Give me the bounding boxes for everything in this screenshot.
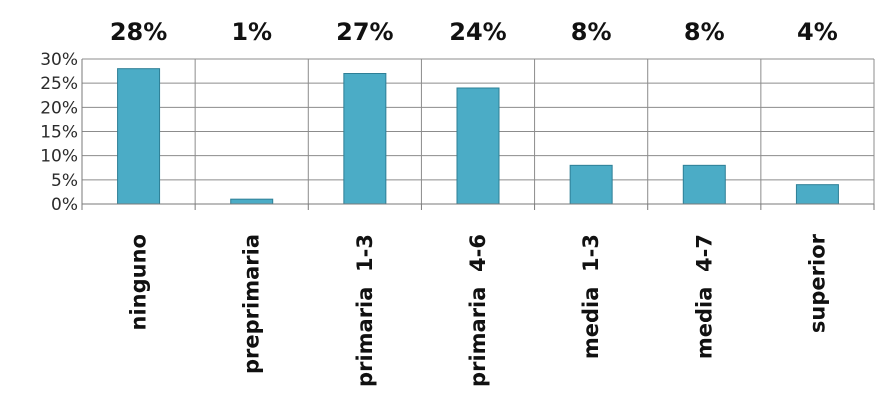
category-label: media 1-3	[579, 234, 603, 359]
data-label: 24%	[449, 18, 506, 46]
category-label: preprimaria	[240, 234, 264, 374]
data-label: 27%	[336, 18, 393, 46]
data-labels: 28% 1% 27% 24% 8% 8% 4%	[110, 18, 838, 46]
bars	[117, 68, 839, 205]
data-label: 1%	[231, 18, 272, 46]
y-tick-label: 10%	[40, 147, 78, 167]
y-tick-label: 5%	[51, 171, 78, 191]
category-dividers	[194, 59, 875, 204]
data-label: 28%	[110, 18, 167, 46]
category-label: primaria 4-6	[466, 234, 490, 387]
y-tick-labels: 0% 5% 10% 15% 20% 25% 30%	[40, 50, 78, 215]
data-label: 4%	[797, 18, 838, 46]
category-label: primaria 1-3	[353, 234, 377, 387]
bar	[795, 184, 839, 205]
axis	[81, 59, 875, 210]
bar	[456, 87, 500, 205]
y-tick-label: 25%	[40, 74, 78, 94]
bar	[343, 73, 387, 205]
category-label: superior	[805, 233, 829, 333]
category-label: ninguno	[127, 234, 151, 330]
bar	[117, 68, 161, 205]
y-tick-label: 30%	[40, 50, 78, 70]
bar	[682, 164, 726, 205]
data-label: 8%	[684, 18, 725, 46]
y-tick-label: 0%	[51, 195, 78, 215]
bar	[230, 198, 274, 205]
data-label: 8%	[571, 18, 612, 46]
category-label: media 4-7	[692, 234, 716, 359]
y-tick-label: 20%	[40, 98, 78, 118]
category-labels: ninguno preprimaria primaria 1-3 primaria 4…	[127, 233, 830, 387]
y-tick-label: 15%	[40, 123, 78, 143]
bar	[569, 164, 613, 205]
